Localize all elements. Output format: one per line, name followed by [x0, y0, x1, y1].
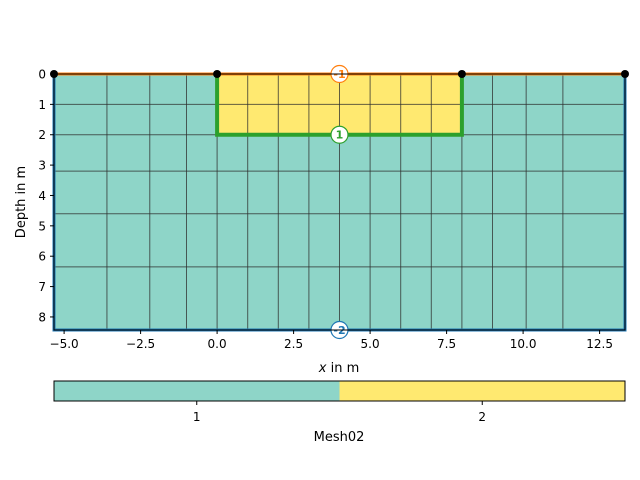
- colorbar-label: Mesh02: [314, 430, 365, 445]
- y-tick-label: 3: [38, 159, 46, 173]
- x-tick-label: 0.0: [208, 337, 227, 351]
- x-tick-label: 5.0: [361, 337, 380, 351]
- y-tick-label: 8: [38, 310, 46, 324]
- plot-area: -11-2: [50, 64, 629, 340]
- y-tick-label: 0: [38, 68, 46, 82]
- x-tick-label: −5.0: [50, 337, 79, 351]
- boundary-markers: -11-2: [330, 64, 349, 340]
- boundary-marker-label: 1: [336, 129, 344, 142]
- x-tick-label: 12.5: [586, 337, 613, 351]
- x-tick-label: −2.5: [126, 337, 155, 351]
- y-tick-label: 2: [38, 128, 46, 142]
- y-axis-label: Depth in m: [14, 166, 29, 238]
- y-axis: 0 1 2 3 4 5 6 7 8: [38, 68, 54, 324]
- colorbar-tick-label: 1: [193, 410, 201, 424]
- y-tick-label: 4: [38, 189, 46, 203]
- y-tick-label: 1: [38, 98, 46, 112]
- x-axis: −5.0 −2.5 0.0 2.5 5.0 7.5 10.0 12.5: [50, 330, 613, 351]
- colorbar-segment: [54, 381, 340, 401]
- x-tick-label: 7.5: [437, 337, 456, 351]
- y-tick-label: 5: [38, 219, 46, 233]
- x-axis-label: x in m: [318, 361, 359, 376]
- axes-frame: [53, 73, 626, 331]
- boundary-marker-badge: [330, 125, 349, 144]
- x-tick-label: 10.0: [510, 337, 537, 351]
- y-tick-label: 6: [38, 250, 46, 264]
- y-tick-label: 7: [38, 280, 46, 294]
- colorbar-frame: [53, 380, 626, 402]
- colorbar-segment: [339, 381, 625, 401]
- colorbar-tick-label: 2: [478, 410, 486, 424]
- x-tick-label: 2.5: [284, 337, 303, 351]
